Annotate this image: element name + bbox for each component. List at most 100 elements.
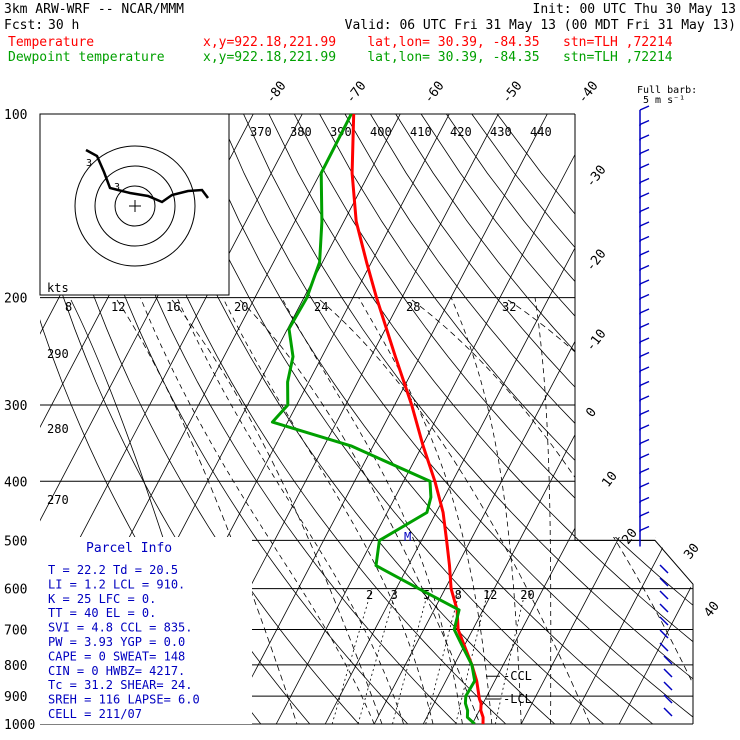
pressure-label-800: 800	[4, 659, 27, 674]
wind-barb-flag	[639, 424, 650, 430]
wind-barb-flag	[639, 148, 650, 155]
isotherm	[520, 114, 693, 724]
wind-barb	[663, 707, 673, 717]
parcel-row: SREH = 116 LAPSE= 6.0	[48, 693, 200, 707]
wind-barb-flag	[639, 351, 650, 358]
theta-label: 410	[410, 125, 432, 139]
temp-label: 10	[599, 469, 620, 491]
isotherm	[324, 114, 646, 724]
temp-label: -80	[263, 79, 289, 107]
wind-barb-flag	[639, 395, 650, 401]
theta-label: 370	[250, 125, 272, 139]
wind-barb	[659, 629, 669, 639]
dry-adiabat	[65, 114, 421, 724]
lcl-label: -LCL	[503, 692, 532, 706]
temp-label: -60	[421, 79, 447, 107]
wind-barb-flag	[639, 308, 650, 314]
wind-barb	[663, 694, 673, 704]
hodograph-ring-label: 32	[502, 300, 516, 314]
speed-arc	[239, 299, 481, 724]
mixing-ratio-label: 8	[455, 588, 462, 602]
hodograph-ring-label: 20	[234, 300, 248, 314]
wind-barb-flag	[639, 105, 650, 111]
theta-label: 430	[490, 125, 512, 139]
parcel-row: Tc = 31.2 SHEAR= 24.	[48, 678, 193, 692]
wind-barb-flag	[639, 438, 650, 445]
parcel-row: CELL = 211/07	[48, 707, 142, 721]
hodograph-kts-label: kts	[47, 281, 69, 295]
temp-label: -20	[583, 247, 609, 275]
pressure-label-700: 700	[4, 624, 27, 639]
forecast-hour: 30 h	[48, 18, 80, 33]
wind-barb-flag	[639, 264, 650, 271]
wind-barb-flag	[639, 119, 650, 126]
pressure-label-600: 600	[4, 583, 27, 598]
parcel-row: TT = 40 EL = 0.	[48, 606, 156, 620]
mixing-ratio-label: 2	[366, 588, 373, 602]
dewpoint-line	[270, 114, 477, 724]
moist-adiabat	[281, 297, 463, 724]
dry-adiabat	[395, 114, 693, 724]
isotherm	[569, 114, 693, 724]
ccl-label: -CCL	[503, 669, 532, 683]
wind-barb-flag	[639, 511, 650, 517]
isotherm	[275, 114, 597, 724]
parcel-row: PW = 3.93 YGP = 0.0	[48, 635, 185, 649]
wind-barb-flag	[639, 322, 650, 329]
wind-barb	[659, 616, 669, 626]
parcel-row: CIN = 0 HWBZ= 4217.	[48, 664, 185, 678]
moist-adiabat	[358, 297, 493, 724]
dry-adiabat	[116, 114, 520, 724]
theta-side-label: 290	[47, 347, 69, 361]
wind-barb-flag	[639, 409, 650, 416]
isotherm	[422, 114, 693, 724]
dry-adiabat	[141, 114, 570, 724]
theta-side-label: 270	[47, 493, 69, 507]
theta-label: 400	[370, 125, 392, 139]
hodograph-height-label: 3	[86, 158, 92, 169]
wind-barb	[663, 655, 673, 665]
m-marker: M	[404, 530, 411, 544]
wind-barb-flag	[639, 206, 650, 213]
parcel-row: LI = 1.2 LCL = 910.	[48, 577, 185, 591]
isotherm	[40, 114, 303, 724]
pressure-label-500: 500	[4, 534, 27, 549]
mixing-ratio-label: 20	[520, 588, 534, 602]
wind-barb	[659, 590, 669, 600]
mixing-ratio-label: 3	[391, 588, 398, 602]
speed-arc	[319, 299, 591, 724]
wind-barb-flag	[639, 163, 650, 169]
theta-label: 420	[450, 125, 472, 139]
temp-label: -40	[575, 79, 601, 107]
wind-barb-flag	[639, 380, 650, 387]
parcel-info-panel: Parcel Info T = 22.2 Td = 20.5LI = 1.2 LC…	[40, 537, 252, 724]
theta-side-label: 280	[47, 422, 69, 436]
moist-adiabat	[222, 297, 434, 724]
hodograph-trace	[85, 148, 209, 204]
wind-barb-flag	[639, 134, 650, 140]
wind-barb-flag	[639, 496, 650, 503]
pressure-label-400: 400	[4, 475, 27, 490]
legend-temperature-info: x,y=922.18,221.99 lat,lon= 30.39, -84.35…	[203, 35, 673, 50]
dry-adiabat	[344, 114, 693, 724]
wind-barb	[659, 603, 669, 613]
theta-label: 440	[530, 125, 552, 139]
legend-temperature-name: Temperature	[8, 35, 95, 50]
mixing-ratio-label: 12	[483, 588, 497, 602]
speed-arc	[171, 299, 383, 724]
hodograph-ring-label: 12	[111, 300, 125, 314]
model-title: 3km ARW-WRF -- NCAR/MMM	[4, 2, 185, 17]
wind-barb-flag	[639, 337, 650, 343]
parcel-row: CAPE = 0 SWEAT= 148	[48, 649, 185, 663]
dry-adiabat	[91, 114, 471, 724]
temp-label: 20	[619, 526, 640, 548]
temp-label: 30	[681, 541, 702, 563]
series-layer	[270, 114, 485, 724]
init-time: Init: 00 UTC Thu 30 May 13	[532, 2, 737, 17]
parcel-box	[40, 537, 252, 724]
mixing-ratio-line	[392, 588, 430, 724]
wind-barb-flag	[639, 366, 650, 372]
wind-barb	[659, 564, 669, 574]
wind-barb-flag	[639, 453, 650, 459]
dry-adiabat	[293, 114, 693, 724]
